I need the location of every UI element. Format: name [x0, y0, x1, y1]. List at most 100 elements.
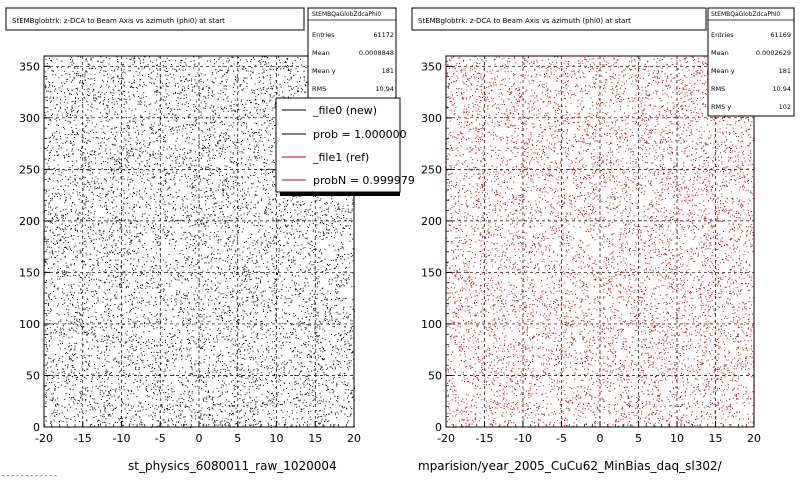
- scatter-point: [220, 422, 222, 424]
- scatter-point: [339, 374, 341, 376]
- scatter-point: [353, 253, 355, 255]
- scatter-point: [105, 346, 107, 348]
- scatter-point: [147, 317, 149, 319]
- scatter-point: [329, 319, 331, 321]
- scatter-point: [153, 282, 155, 283]
- scatter-point: [287, 199, 289, 201]
- scatter-point: [252, 376, 254, 378]
- scatter-point: [261, 140, 263, 142]
- scatter-point: [179, 179, 181, 181]
- scatter-point: [57, 305, 59, 307]
- scatter-point: [67, 375, 69, 377]
- scatter-point: [332, 392, 334, 394]
- scatter-point: [100, 341, 102, 342]
- scatter-point: [71, 294, 73, 296]
- scatter-point: [284, 61, 286, 63]
- scatter-point: [207, 269, 209, 271]
- scatter-point: [273, 138, 275, 139]
- scatter-point: [64, 256, 66, 258]
- scatter-point: [247, 299, 249, 301]
- scatter-point: [274, 184, 275, 186]
- scatter-point: [158, 283, 160, 285]
- scatter-point: [305, 346, 307, 348]
- scatter-point: [88, 189, 90, 191]
- scatter-point: [47, 333, 49, 335]
- scatter-point: [264, 100, 266, 102]
- scatter-point: [75, 408, 77, 410]
- scatter-point: [81, 146, 83, 148]
- scatter-point: [87, 226, 89, 228]
- scatter-point: [294, 328, 296, 330]
- scatter-point: [240, 346, 242, 348]
- scatter-point: [218, 140, 220, 142]
- scatter-point: [168, 360, 170, 362]
- scatter-point: [297, 351, 299, 353]
- scatter-point: [341, 406, 343, 408]
- scatter-point: [55, 353, 57, 355]
- scatter-point: [241, 175, 243, 177]
- scatter-point: [202, 285, 204, 287]
- scatter-point: [108, 335, 110, 337]
- scatter-point: [58, 174, 60, 176]
- scatter-point: [254, 424, 256, 426]
- scatter-point: [112, 276, 114, 278]
- scatter-point: [297, 219, 299, 221]
- scatter-point: [117, 113, 119, 115]
- scatter-point: [195, 381, 197, 383]
- scatter-point: [102, 415, 104, 417]
- scatter-point: [240, 350, 241, 352]
- scatter-point: [353, 364, 355, 366]
- scatter-point: [112, 77, 114, 79]
- scatter-point: [156, 76, 158, 78]
- scatter-point: [353, 286, 355, 287]
- scatter-point: [244, 275, 246, 277]
- scatter-point: [166, 351, 168, 353]
- scatter-point: [353, 274, 355, 276]
- scatter-point: [321, 366, 323, 367]
- scatter-point: [64, 227, 66, 229]
- scatter-point: [247, 344, 249, 346]
- scatter-point: [165, 398, 167, 400]
- scatter-point: [214, 303, 216, 305]
- scatter-point: [175, 160, 177, 162]
- scatter-point: [201, 223, 202, 225]
- scatter-point: [195, 415, 197, 417]
- scatter-point: [220, 293, 222, 295]
- scatter-point: [134, 58, 136, 60]
- scatter-point: [48, 137, 50, 139]
- scatter-point: [85, 240, 87, 242]
- scatter-point: [124, 72, 126, 74]
- scatter-point: [95, 157, 97, 159]
- scatter-point: [202, 223, 204, 225]
- scatter-point: [107, 298, 109, 300]
- scatter-point: [267, 311, 269, 313]
- scatter-point: [94, 247, 96, 249]
- scatter-point: [243, 198, 245, 200]
- scatter-point: [203, 107, 205, 109]
- scatter-point: [337, 320, 339, 322]
- scatter-point: [219, 174, 220, 176]
- scatter-point: [128, 390, 129, 392]
- scatter-point: [248, 194, 250, 196]
- scatter-point: [228, 405, 230, 406]
- scatter-point: [172, 345, 174, 346]
- scatter-point: [274, 396, 276, 398]
- scatter-point: [57, 154, 59, 156]
- scatter-point: [336, 217, 338, 219]
- scatter-point: [79, 242, 81, 244]
- scatter-point: [308, 269, 310, 271]
- scatter-point: [148, 158, 150, 160]
- scatter-point: [171, 295, 173, 297]
- scatter-point: [241, 330, 243, 332]
- scatter-point: [254, 148, 256, 150]
- scatter-point: [272, 405, 274, 407]
- scatter-point: [141, 354, 143, 356]
- scatter-point: [165, 183, 167, 185]
- scatter-point: [45, 170, 47, 172]
- scatter-point: [268, 298, 270, 300]
- scatter-point: [301, 344, 303, 346]
- scatter-point: [230, 161, 232, 163]
- scatter-point: [57, 155, 59, 157]
- scatter-point: [200, 314, 202, 315]
- scatter-point: [109, 305, 111, 307]
